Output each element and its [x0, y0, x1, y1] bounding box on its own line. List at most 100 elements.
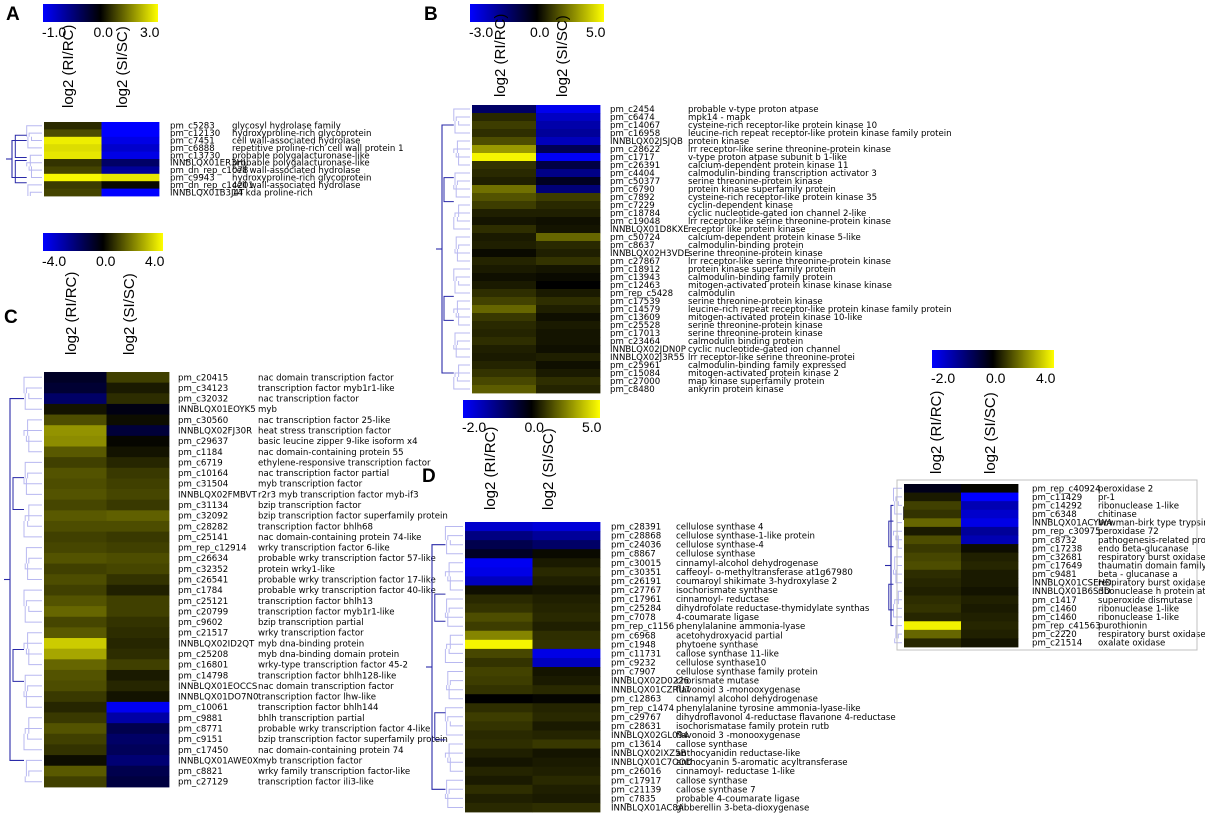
panel-b-cell — [536, 305, 601, 314]
panel-a-cell — [101, 151, 160, 160]
panel-b-cell — [536, 289, 601, 298]
panel-b-row-id: pm_c1717 — [610, 153, 655, 163]
panel-a-dendrogram-leaf — [26, 125, 42, 137]
panel-d-row-desc: cellulose synthase family protein — [676, 668, 818, 678]
panel-c-dendrogram-leaf — [23, 642, 42, 649]
panel-c-row-desc: nac transcription factor partial — [258, 469, 389, 479]
panel-a-row-desc: probable polygalacturonase-like — [232, 151, 370, 161]
panel-b-row-desc: calcium-dependent protein kinase 11 — [688, 161, 848, 171]
panel-e-row-desc: superoxide dismutase — [1098, 596, 1193, 606]
panel-b-cell — [536, 297, 601, 306]
panel-a-row-desc: cell wall-associated hydrolase — [232, 137, 360, 147]
panel-a-cell — [101, 122, 160, 130]
panel-c-dendrogram-leaf — [25, 648, 42, 655]
panel-b-dendrogram-leaf — [453, 185, 470, 190]
panel-b-row-desc: calmodulin-binding family protein — [688, 273, 833, 283]
panel-c-cell — [44, 446, 107, 458]
panel-c-row-id: pm_c14798 — [178, 671, 228, 681]
panel-b-row-desc: calmodulin binding protein — [688, 337, 803, 347]
panel-c-row-desc: nac domain-containing protein 74 — [258, 746, 404, 756]
panel-c-cell — [106, 776, 170, 788]
panel-b-dendrogram-leaf — [455, 116, 470, 121]
panel-d-row-id: pm_c25284 — [611, 604, 661, 614]
panel-b-cell — [472, 313, 537, 322]
panel-a-dendrogram-branch — [11, 139, 27, 179]
panel-b-row-desc: lrr receptor-like serine threonine-prote… — [688, 353, 855, 363]
panel-b-row-id: pm_c23464 — [610, 337, 660, 347]
panel-c-row-desc: probable wrky transcription factor 40-li… — [258, 586, 436, 596]
panel-e-cell — [961, 604, 1019, 614]
panel-d-row-desc: callose synthase — [676, 740, 747, 750]
panel-c-row-desc: r2r3 myb transcription factor myb-if3 — [258, 490, 419, 500]
panel-b-dendrogram-leaf — [456, 180, 470, 185]
panel-d-row-desc: caffeoyl- o-methyltransferase at1g67980 — [676, 568, 853, 578]
panel-c-dendrogram-leaf — [28, 606, 42, 612]
panel-b-dendrogram-leaf — [454, 372, 470, 377]
panel-d-cell — [532, 784, 601, 795]
panel-b-row-id: pm_c26391 — [610, 161, 660, 171]
panel-d-row-id: pm_c8867 — [611, 550, 656, 560]
panel-d-cell — [532, 576, 601, 586]
panel-c-row-desc: transcription factor ili3-like — [258, 778, 374, 788]
panel-d-cell — [532, 639, 601, 650]
panel-c-row-id: pm_c25208 — [178, 650, 228, 660]
panel-b-row-id: INNBLQX02H3VDE — [610, 249, 690, 259]
panel-d-cell — [465, 775, 533, 786]
panel-b-row-id: pm_c12463 — [610, 281, 660, 291]
panel-c-dendrogram-leaf — [23, 733, 42, 751]
panel-c-row-desc: myb dna-binding domain protein — [258, 650, 399, 660]
panel-c-row-desc: protein wrky1-like — [258, 565, 335, 575]
panel-e-colorbar — [932, 350, 1054, 368]
panel-c-cell — [44, 467, 107, 479]
panel-d-row-desc: cinnamyl-alcohol dehydrogenase — [676, 559, 818, 569]
panel-c-row-desc: nac domain transcription factor — [258, 682, 394, 692]
panel-d-row-desc: cinnamoyl- reductase — [676, 595, 769, 605]
panel-d-cell — [532, 712, 601, 722]
panel-a-row-id: INNBLQX01ER3HL — [170, 159, 248, 169]
panel-b-cell — [472, 249, 537, 258]
panel-e-row-id: pm_c17238 — [1032, 544, 1082, 554]
panel-e-cell — [961, 544, 1019, 554]
panel-e-dendrogram-branch — [888, 520, 894, 548]
panel-d-dendrogram-branch — [434, 593, 446, 622]
panel-b-cell — [536, 385, 601, 394]
panel-c-colorbar — [43, 233, 163, 251]
panel-b-row-id: pm_c17539 — [610, 297, 660, 307]
panel-b-dendrogram-leaf — [455, 185, 470, 198]
panel-e-cell — [904, 492, 962, 502]
panel-c-row-id: pm_c26541 — [178, 576, 228, 586]
panel-d-row-desc: phytoene synthase — [676, 640, 758, 650]
panel-e-cell — [961, 612, 1019, 622]
panel-c-dendrogram-leaf — [28, 557, 42, 564]
panel-d-cell — [532, 667, 601, 677]
panel-b-cell — [536, 121, 601, 130]
panel-b-row-desc: calmodulin-binding transcription activat… — [688, 169, 877, 179]
panel-b-row-id: INNBLQX02J3R55 — [610, 353, 685, 363]
panel-d-row-desc: isochorismate synthase — [676, 586, 778, 596]
panel-e-cell — [904, 638, 962, 648]
panel-b-row-id: pm_c27000 — [610, 377, 660, 387]
panel-b-row-desc: serine threonine-protein kinase — [688, 177, 823, 187]
panel-d-cell — [532, 648, 601, 659]
panel-c-cell — [106, 478, 170, 490]
panel-c-row-desc: ethylene-responsive transcription factor — [258, 458, 431, 468]
panel-d-dendrogram-leaf — [444, 612, 463, 618]
panel-d-cell — [532, 694, 601, 704]
panel-a-colorbar-tick: 0.0 — [94, 24, 114, 40]
panel-d-cell — [465, 648, 533, 659]
panel-b-cell — [472, 209, 537, 218]
panel-c-row-id: pm_c28282 — [178, 522, 228, 532]
panel-b-cell — [472, 265, 537, 274]
panel-c-colorbar-tick: 0.0 — [96, 253, 116, 269]
panel-d-cell — [532, 802, 601, 813]
panel-c-cell — [106, 744, 170, 756]
panel-c-row-id: pm_c31134 — [178, 501, 228, 511]
panel-c-cell — [44, 489, 107, 501]
panel-d-cell — [465, 721, 533, 731]
panel-e-row-desc: ribonuclease 1-like — [1098, 613, 1179, 623]
panel-c-letter: C — [4, 307, 18, 328]
panel-d-dendrogram-leaf — [447, 793, 463, 808]
panel-b-dendrogram-leaf — [454, 281, 470, 294]
panel-c-row-id: pm_c31504 — [178, 480, 228, 490]
panel-c-row-desc: wrky family transcription factor-like — [258, 767, 410, 777]
